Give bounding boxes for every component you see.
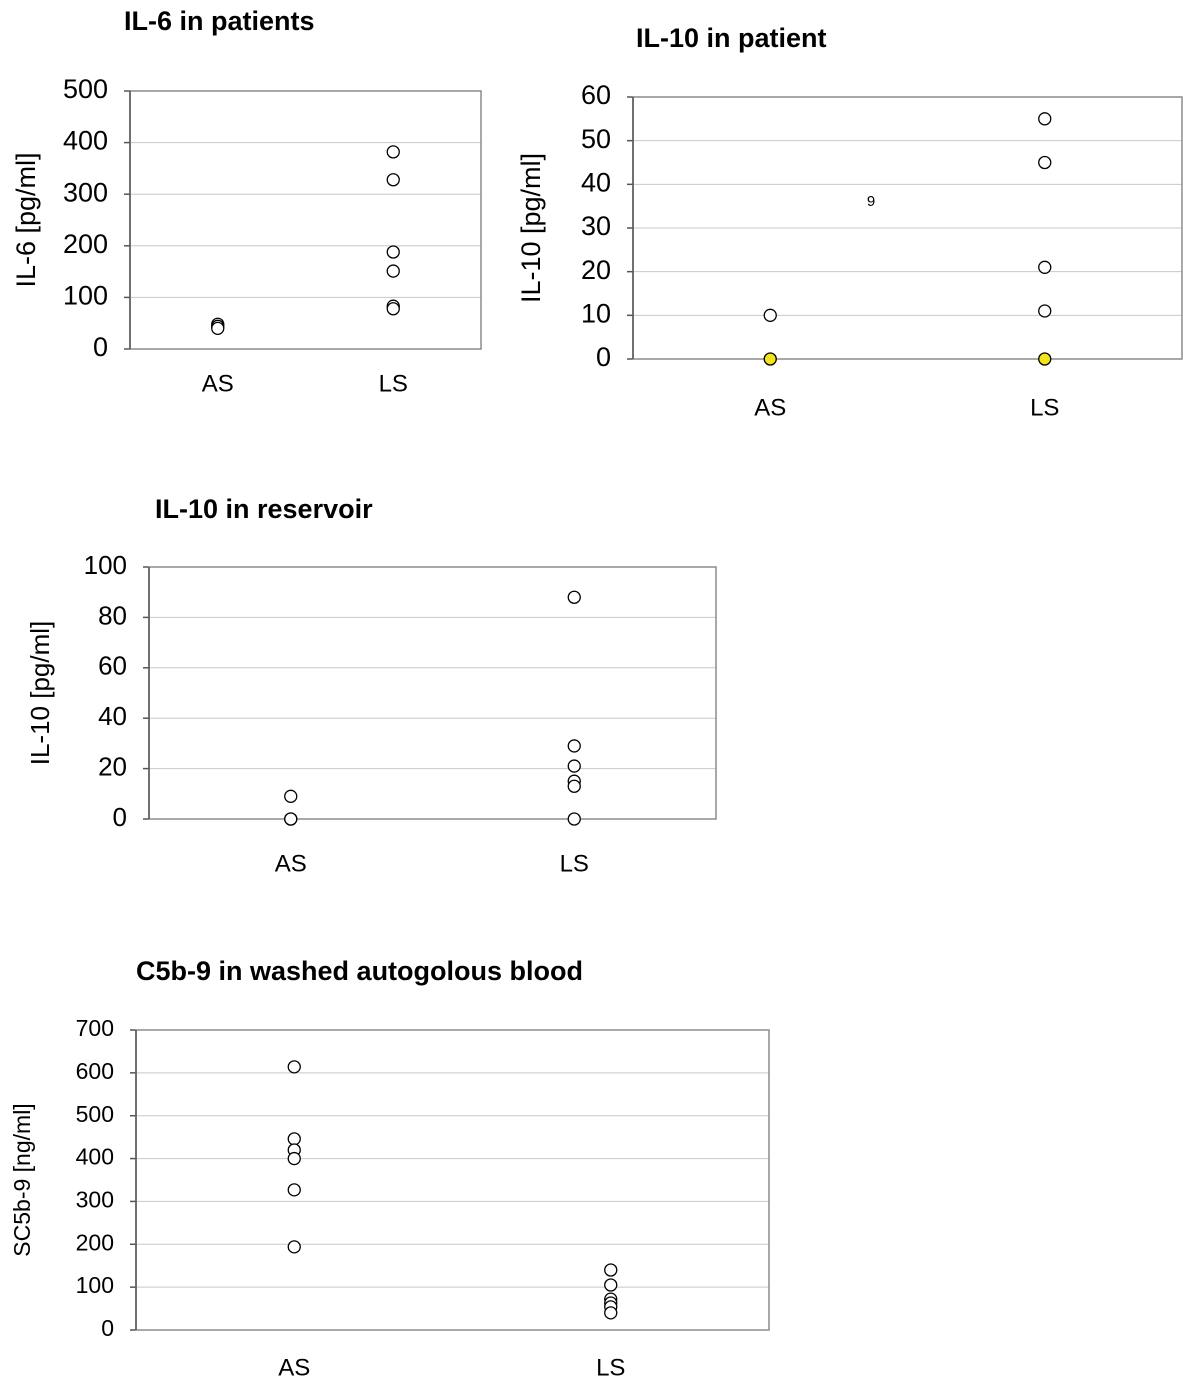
y-tick-label: 10: [581, 298, 611, 328]
y-tick-label: 500: [63, 74, 108, 104]
x-tick-label: AS: [754, 394, 786, 421]
annotation: 9: [867, 193, 875, 210]
y-tick-label: 60: [581, 80, 611, 110]
plot-frame: [135, 1029, 770, 1331]
x-tick-label: AS: [278, 1354, 310, 1381]
data-point: [287, 1240, 301, 1254]
y-tick-label: 600: [76, 1058, 114, 1084]
y-axis-label: SC5b-9 [ng/ml]: [9, 1103, 35, 1256]
y-tick-label: 20: [581, 255, 611, 285]
y-tick-label: 0: [596, 342, 611, 372]
y-tick-label: 500: [76, 1101, 114, 1127]
y-tick-label: 0: [93, 332, 108, 362]
data-point: [386, 245, 400, 259]
data-point: [763, 308, 777, 322]
data-point: [386, 302, 400, 316]
y-tick-label: 300: [63, 177, 108, 207]
data-point: [567, 759, 581, 773]
y-tick-label: 30: [581, 211, 611, 241]
y-tick-label: 0: [101, 1315, 114, 1341]
data-point: [763, 352, 777, 366]
y-tick-label: 400: [63, 126, 108, 156]
chart-title: C5b-9 in washed autogolous blood: [136, 956, 583, 986]
data-point: [386, 264, 400, 278]
y-tick-label: 0: [113, 802, 127, 832]
y-axis-label: IL-6 [pg/ml]: [11, 152, 41, 287]
data-point: [604, 1263, 618, 1277]
chart-title: IL-10 in reservoir: [155, 494, 373, 524]
x-tick-label: LS: [379, 370, 408, 397]
data-point: [287, 1183, 301, 1197]
data-point: [386, 173, 400, 187]
data-point: [567, 590, 581, 604]
data-point: [567, 739, 581, 753]
data-point: [211, 321, 225, 336]
y-tick-label: 200: [63, 229, 108, 259]
data-point: [604, 1306, 618, 1320]
x-tick-label: AS: [275, 850, 307, 877]
x-tick-label: AS: [202, 370, 234, 397]
y-tick-label: 100: [63, 281, 108, 311]
y-axis-label: IL-10 [pg/ml]: [516, 153, 546, 303]
y-tick-label: 80: [98, 600, 127, 630]
y-tick-label: 60: [98, 651, 127, 681]
data-point: [567, 779, 581, 793]
y-tick-label: 40: [581, 167, 611, 197]
y-tick-label: 700: [76, 1015, 114, 1041]
data-point: [1038, 304, 1052, 318]
y-tick-label: 400: [76, 1144, 114, 1170]
y-axis-label: IL-10 [pg/ml]: [25, 621, 55, 766]
chart-title: IL-10 in patient: [636, 23, 827, 53]
data-point: [287, 1151, 301, 1166]
data-point: [287, 1060, 301, 1074]
data-point: [284, 789, 298, 803]
chart-title: IL-6 in patients: [124, 6, 315, 36]
data-point: [567, 812, 581, 826]
y-tick-label: 300: [76, 1187, 114, 1213]
data-point: [1038, 352, 1052, 366]
data-point: [284, 812, 298, 826]
y-tick-label: 50: [581, 124, 611, 154]
y-tick-label: 100: [84, 550, 127, 580]
data-point: [386, 145, 400, 159]
data-point: [1038, 112, 1052, 126]
data-point: [1038, 260, 1052, 274]
data-point: [604, 1278, 618, 1292]
y-tick-label: 20: [98, 751, 127, 781]
y-tick-label: 40: [98, 701, 127, 731]
y-tick-label: 100: [76, 1272, 114, 1298]
x-tick-label: LS: [596, 1354, 625, 1381]
plot-frame: [129, 90, 482, 350]
y-tick-label: 200: [76, 1229, 114, 1255]
x-tick-label: LS: [1030, 394, 1059, 421]
data-point: [287, 1132, 301, 1146]
x-tick-label: LS: [560, 850, 589, 877]
plot-frame: [148, 566, 717, 820]
data-point: [1038, 155, 1052, 170]
